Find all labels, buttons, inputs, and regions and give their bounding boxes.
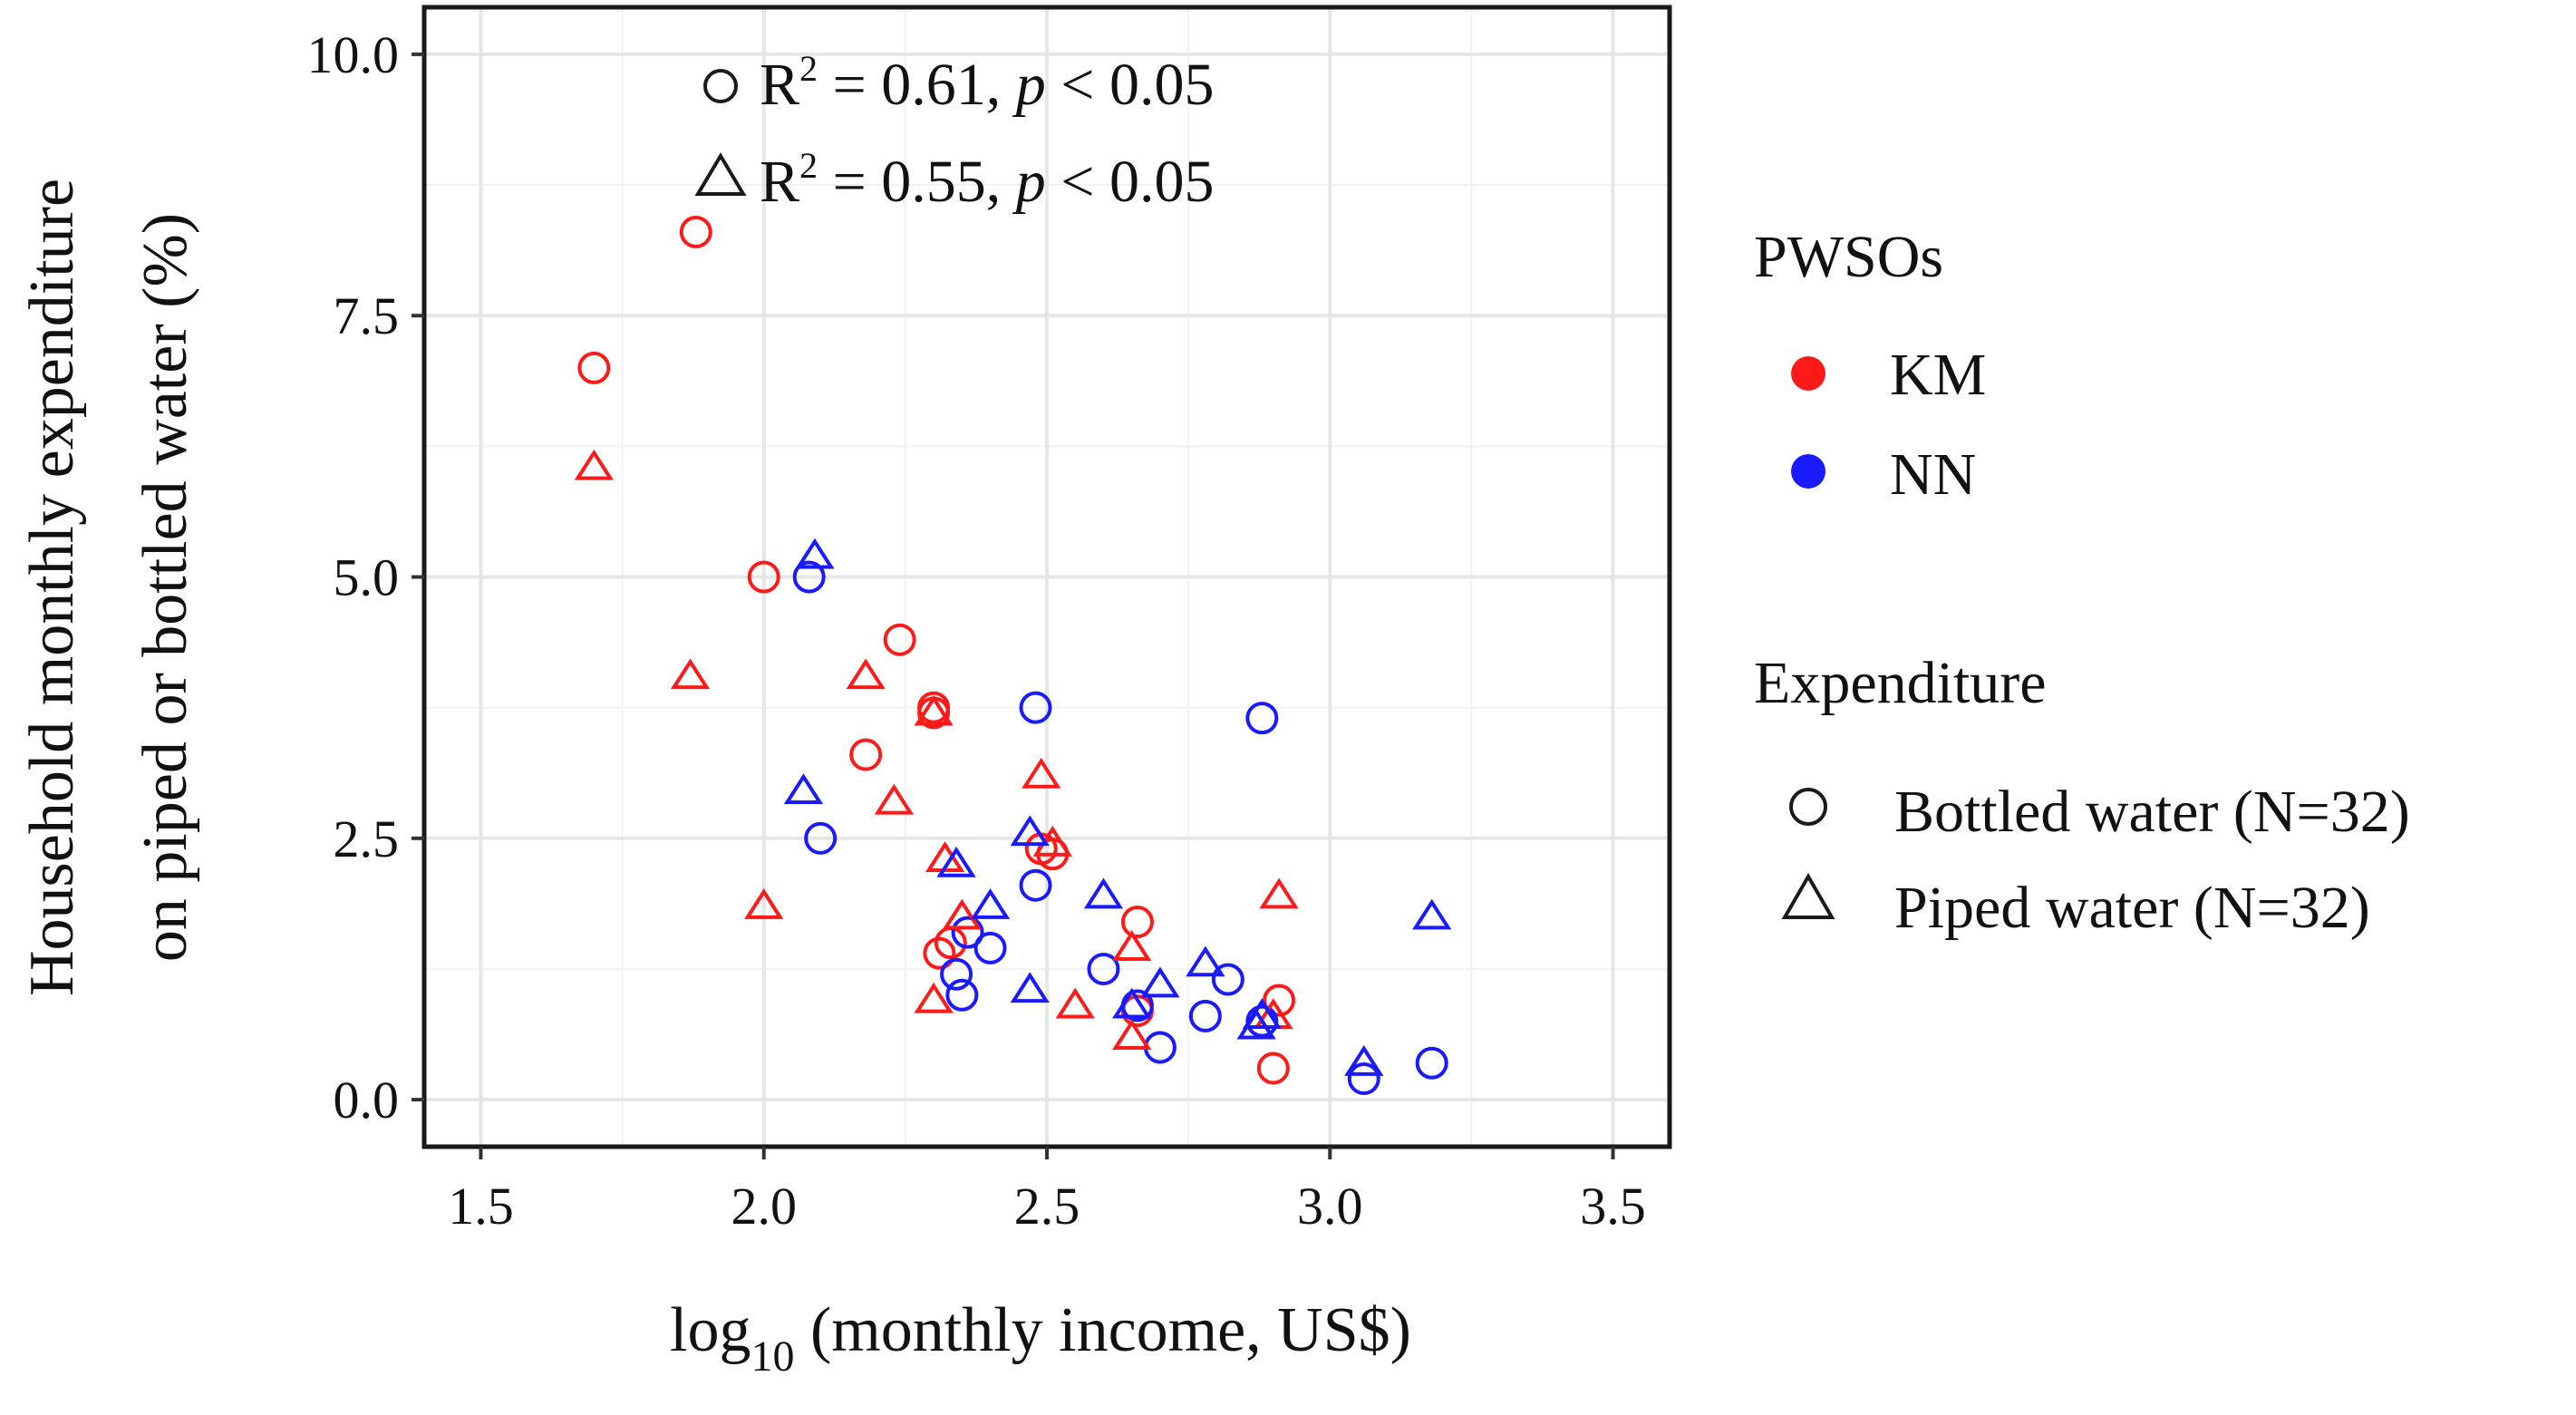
point-km-bottled: [849, 738, 883, 771]
legend-key-triangle: [1781, 873, 1835, 919]
point-nn-piped: [1083, 877, 1124, 909]
point-km-piped: [574, 449, 615, 480]
x-tick-label: 3.0: [1297, 1177, 1363, 1236]
point-nn-bottled: [1245, 702, 1279, 735]
legend-label-piped: Piped water (N=32): [1894, 875, 2370, 941]
point-nn-piped: [1236, 1008, 1276, 1040]
point-nn-bottled: [945, 978, 979, 1012]
point-km-bottled: [577, 351, 611, 384]
point-km-bottled: [1120, 906, 1154, 939]
fit-annotations: R2 = 0.61, p < 0.05 R2 = 0.55, p < 0.05: [694, 48, 1215, 215]
legend-title-expenditure: Expenditure: [1754, 650, 2047, 716]
point-km-bottled: [883, 623, 916, 656]
point-km-piped: [846, 658, 886, 690]
legend: PWSOs KM NN Expenditure Bottled water (N…: [1754, 224, 2410, 941]
point-nn-piped: [795, 538, 835, 569]
point-km-piped: [1112, 1019, 1152, 1051]
axes: 1.5 2.0 2.5 3.0 3.5 0.0 2.5 5.0 7.5 10.0: [307, 25, 1646, 1236]
point-km-piped: [1259, 877, 1299, 909]
point-nn-bottled: [1087, 952, 1120, 985]
legend-key-nn-dot: [1791, 454, 1825, 489]
y-tick-label: 0.0: [334, 1071, 400, 1129]
annotation-triangle-marker-group: R2 = 0.55, p < 0.05: [760, 145, 1215, 215]
point-nn-piped: [1412, 898, 1452, 930]
x-tick-label: 1.5: [448, 1177, 514, 1236]
point-nn-piped: [1186, 945, 1225, 977]
point-nn-bottled: [1019, 868, 1052, 902]
point-nn-piped: [783, 773, 824, 805]
annotation-circle-icon: [703, 69, 738, 103]
point-nn-bottled: [1347, 1062, 1380, 1096]
point-nn-piped: [1140, 966, 1180, 998]
annotation-r2-piped: R2 = 0.55, p < 0.05: [760, 145, 1215, 215]
point-nn-piped: [1112, 987, 1152, 1019]
point-km-bottled: [679, 215, 712, 248]
point-nn-piped: [1344, 1045, 1384, 1076]
y-tick-label: 5.0: [334, 548, 400, 607]
y-tick-label: 7.5: [334, 286, 400, 345]
point-km-piped: [914, 982, 954, 1013]
point-km-bottled: [923, 936, 956, 970]
point-km-piped: [1112, 930, 1152, 962]
point-nn-piped: [970, 888, 1011, 919]
point-nn-piped: [1010, 815, 1050, 847]
point-nn-bottled: [940, 957, 973, 991]
point-km-piped: [670, 658, 711, 690]
y-tick-label: 10.0: [307, 25, 400, 84]
legend-title-pwsos: PWSOs: [1754, 224, 1943, 290]
x-tick-label: 2.5: [1014, 1177, 1080, 1236]
y-axis-title-line-2: on piped or bottled water (%): [131, 213, 200, 962]
legend-label-km: KM: [1890, 342, 1986, 408]
point-km-piped: [914, 694, 954, 726]
legend-label-nn: NN: [1890, 441, 1976, 508]
x-axis-title: log10 (monthly income, US$): [670, 1295, 1411, 1381]
point-nn-bottled: [1188, 999, 1222, 1032]
x-tick-label: 3.5: [1580, 1177, 1646, 1236]
point-km-piped: [744, 888, 784, 919]
point-km-bottled: [747, 560, 780, 594]
annotation-circle-marker-group: R2 = 0.61, p < 0.05: [760, 48, 1215, 118]
point-km-piped: [1022, 757, 1061, 789]
legend-key-circle: [1789, 788, 1827, 826]
point-km-bottled: [1263, 984, 1296, 1017]
y-tick-label: 2.5: [334, 809, 400, 868]
annotation-triangle-icon: [694, 152, 747, 196]
point-nn-piped: [1010, 972, 1050, 1003]
legend-label-bottled: Bottled water (N=32): [1894, 779, 2410, 845]
data-points: [574, 215, 1452, 1096]
point-nn-bottled: [1415, 1046, 1448, 1080]
point-nn-bottled: [1019, 691, 1052, 724]
annotation-r2-bottled: R2 = 0.61, p < 0.05: [760, 48, 1215, 118]
point-nn-bottled: [1211, 963, 1244, 996]
point-km-piped: [942, 898, 982, 930]
point-km-bottled: [1256, 1052, 1290, 1085]
point-km-piped: [874, 783, 915, 815]
point-nn-bottled: [951, 916, 984, 949]
point-nn-piped: [936, 846, 976, 877]
point-nn-bottled: [792, 560, 826, 594]
point-nn-bottled: [804, 821, 838, 855]
point-km-piped: [1055, 987, 1095, 1019]
x-tick-label: 2.0: [731, 1177, 797, 1236]
y-axis-title-line-1: Household monthly expenditure: [17, 179, 87, 996]
legend-key-km-dot: [1791, 356, 1825, 391]
point-nn-bottled: [973, 931, 1007, 964]
